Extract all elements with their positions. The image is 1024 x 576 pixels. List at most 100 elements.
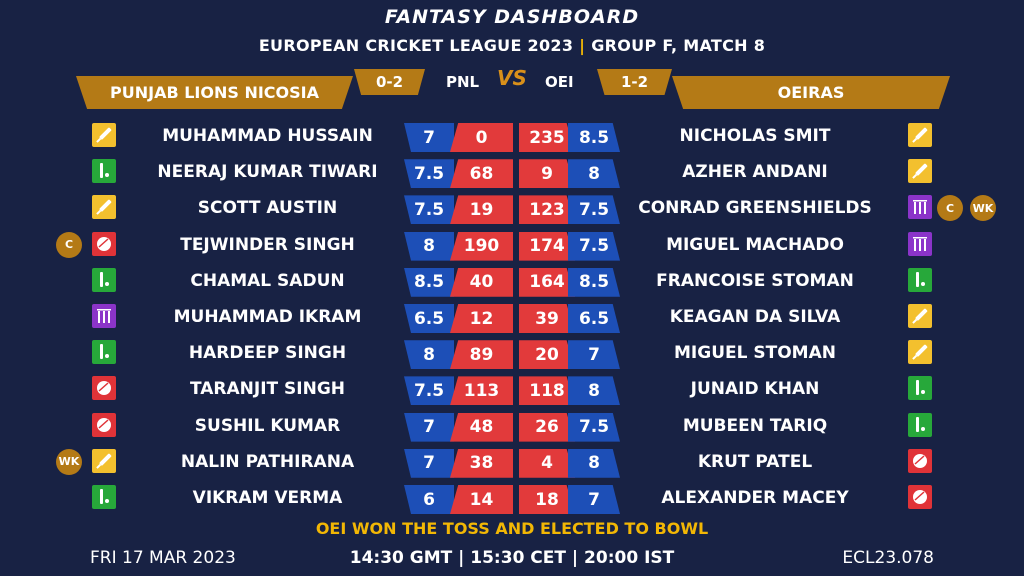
batsman-pads-icon (92, 340, 116, 365)
versus-label: VS (497, 66, 527, 90)
player-name-left[interactable]: CHAMAL SADUN (190, 270, 345, 291)
badge-wk: WK (56, 448, 82, 475)
bat-icon (908, 123, 932, 147)
player-name-right[interactable]: AZHER ANDANI (682, 162, 828, 183)
player-name-left[interactable]: MUHAMMAD HUSSAIN (162, 126, 373, 146)
points-left: 68 (450, 159, 513, 189)
player-row: NEERAJ KUMAR TIWARI 7.5 68 9 8 AZHER ANDANI (0, 157, 1024, 193)
bat-icon (92, 195, 116, 220)
points-right: 9 (519, 159, 575, 189)
ball-icon (92, 412, 116, 437)
credits-left: 7 (404, 448, 454, 478)
points-left: 38 (450, 448, 513, 478)
player-name-left[interactable]: NALIN PATHIRANA (180, 451, 355, 472)
player-name-right[interactable]: MUBEEN TARIQ (682, 415, 828, 436)
credits-right: 8 (568, 159, 620, 189)
points-left: 190 (450, 231, 513, 261)
player-name-right[interactable]: KEAGAN DA SILVA (669, 307, 841, 327)
batsman-pads-icon (908, 376, 932, 401)
credits-left: 7 (404, 412, 454, 442)
player-name-right[interactable]: CONRAD GREENSHIELDS (638, 198, 872, 219)
points-right: 18 (519, 485, 575, 514)
team-banner-left: PUNJAB LIONS NICOSIA (76, 76, 353, 109)
points-right: 26 (519, 412, 575, 442)
stumps-icon (908, 231, 932, 256)
credits-left: 6 (404, 485, 454, 514)
player-row: MUHAMMAD IKRAM 6.5 12 39 6.5 KEAGAN DA SILVA (0, 302, 1024, 338)
points-right: 39 (519, 304, 575, 333)
player-row: VIKRAM VERMA 6 14 18 7 ALEXANDER MACEY (0, 483, 1024, 519)
bat-icon (908, 304, 932, 328)
credits-left: 7.5 (404, 376, 454, 406)
player-row: SCOTT AUSTIN 7.5 19 123 7.5 CONRAD GREENSHIEL… (0, 193, 1024, 229)
player-name-left[interactable]: MUHAMMAD IKRAM (173, 307, 362, 327)
credits-right: 8 (568, 448, 620, 478)
player-row: CHAMAL SADUN 8.5 40 164 8.5 FRANCOISE STOMAN (0, 266, 1024, 302)
player-name-right[interactable]: KRUT PATEL (697, 451, 813, 472)
credits-right: 7.5 (568, 412, 620, 442)
points-left: 12 (450, 304, 513, 333)
match-code: ECL23.078 (842, 548, 934, 568)
team-record-left: 0-2 (354, 69, 425, 95)
points-right: 123 (519, 195, 575, 225)
credits-right: 7 (568, 340, 620, 370)
player-name-left[interactable]: SCOTT AUSTIN (197, 198, 338, 219)
badge-wk: WK (970, 195, 996, 222)
batsman-pads-icon (92, 485, 116, 509)
credits-left: 8 (404, 340, 454, 370)
credits-left: 7 (404, 123, 454, 152)
team-banner-right: OEIRAS (672, 76, 950, 109)
bat-icon (92, 123, 116, 147)
player-name-right[interactable]: FRANCOISE STOMAN (656, 270, 854, 291)
player-name-left[interactable]: TEJWINDER SINGH (180, 234, 355, 255)
ball-icon (908, 485, 932, 509)
stumps-icon (92, 304, 116, 328)
player-name-left[interactable]: VIKRAM VERMA (192, 488, 343, 508)
badge-c: C (937, 195, 963, 222)
credits-right: 8.5 (568, 267, 620, 297)
bat-icon (908, 340, 932, 365)
player-row: C TEJWINDER SINGH 8 190 174 7.5 MIGUEL MACHADO (0, 230, 1024, 266)
credits-right: 7.5 (568, 231, 620, 261)
points-right: 118 (519, 376, 575, 406)
points-left: 19 (450, 195, 513, 225)
points-right: 4 (519, 448, 575, 478)
player-name-right[interactable]: NICHOLAS SMIT (679, 126, 831, 146)
batsman-pads-icon (92, 159, 116, 184)
credits-left: 6.5 (404, 304, 454, 333)
subtitle-separator: | (579, 36, 586, 55)
player-row: SUSHIL KUMAR 7 48 26 7.5 MUBEEN TARIQ (0, 411, 1024, 447)
match-date: FRI 17 MAR 2023 (90, 548, 236, 568)
player-name-left[interactable]: NEERAJ KUMAR TIWARI (157, 162, 378, 183)
player-name-right[interactable]: ALEXANDER MACEY (661, 488, 849, 508)
bat-icon (92, 448, 116, 473)
batsman-pads-icon (92, 267, 116, 292)
bat-icon (908, 159, 932, 184)
player-name-left[interactable]: TARANJIT SINGH (189, 379, 346, 400)
player-row: WK NALIN PATHIRANA 7 38 4 8 KRUT PATEL (0, 447, 1024, 483)
ball-icon (92, 231, 116, 256)
player-name-left[interactable]: SUSHIL KUMAR (194, 415, 341, 436)
player-name-right[interactable]: MIGUEL MACHADO (666, 234, 844, 255)
points-right: 174 (519, 231, 575, 261)
points-left: 113 (450, 376, 513, 406)
team-abbr-right: OEI (545, 73, 574, 91)
credits-right: 6.5 (568, 304, 620, 333)
points-left: 40 (450, 267, 513, 297)
credits-right: 8.5 (568, 123, 620, 152)
ball-icon (908, 448, 932, 473)
points-left: 89 (450, 340, 513, 370)
player-row: HARDEEP SINGH 8 89 20 7 MIGUEL STOMAN (0, 338, 1024, 374)
points-right: 235 (519, 123, 575, 152)
player-name-left[interactable]: HARDEEP SINGH (188, 343, 347, 364)
player-row: MUHAMMAD HUSSAIN 7 0 235 8.5 NICHOLAS SMIT (0, 121, 1024, 157)
credits-right: 8 (568, 376, 620, 406)
player-name-right[interactable]: JUNAID KHAN (690, 379, 820, 400)
team-record-right: 1-2 (597, 69, 672, 95)
credits-right: 7.5 (568, 195, 620, 225)
player-name-right[interactable]: MIGUEL STOMAN (674, 343, 836, 364)
credits-right: 7 (568, 485, 620, 514)
points-left: 48 (450, 412, 513, 442)
ball-icon (92, 376, 116, 401)
